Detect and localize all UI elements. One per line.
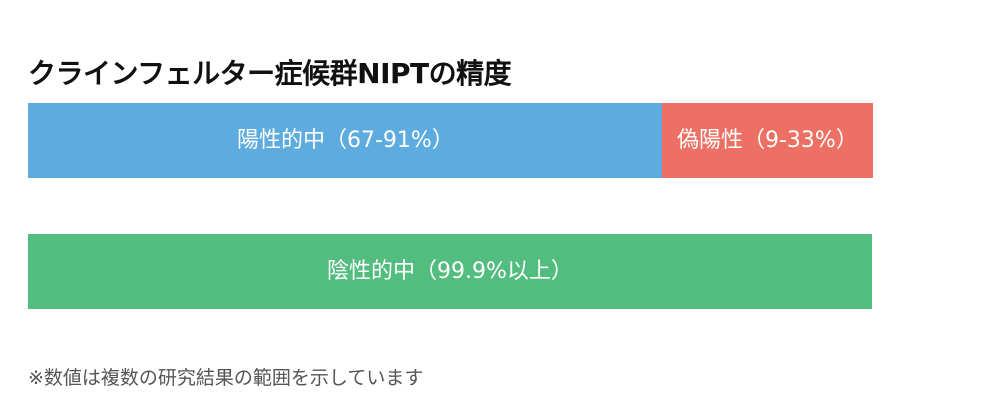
footnote: ※数値は複数の研究結果の範囲を示しています [28, 367, 424, 389]
label-positive-hit: 陽性的中（67-91%） [237, 128, 454, 153]
bar-false-positive [662, 103, 873, 178]
chart-title: クラインフェルター症候群NIPTの精度 [28, 57, 512, 90]
bar-negative-hit [28, 234, 872, 309]
label-false-positive: 偽陽性（9-33%） [677, 128, 858, 153]
bar-positive-hit [28, 103, 662, 178]
label-negative-hit: 陰性的中（99.9%以上） [327, 259, 573, 284]
